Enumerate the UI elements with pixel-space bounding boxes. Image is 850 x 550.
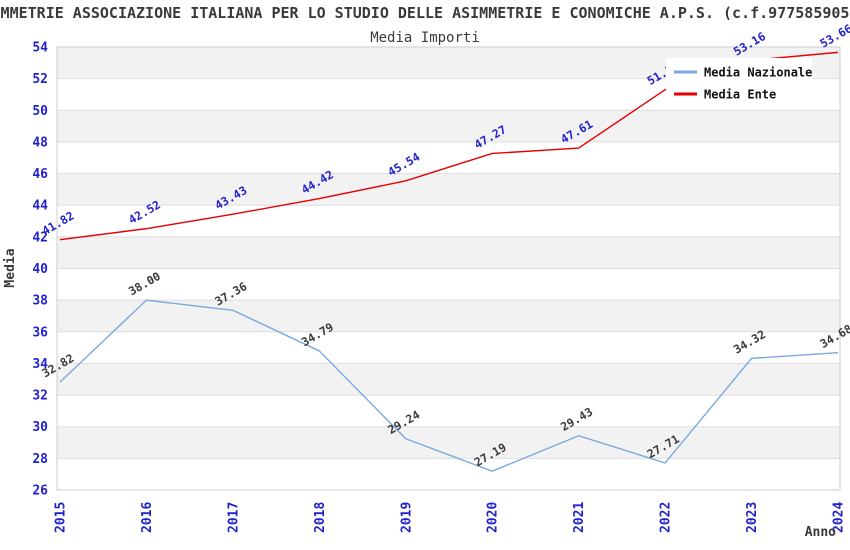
plot-band [57, 300, 840, 332]
plot-band [57, 173, 840, 206]
y-axis-title: Media [3, 248, 18, 287]
y-tick-label: 44 [32, 199, 48, 214]
chart-subtitle: Media Importi [0, 27, 850, 46]
y-tick-label: 28 [32, 452, 48, 467]
y-tick-label: 32 [32, 389, 48, 404]
y-tick-label: 26 [32, 484, 48, 499]
legend-box [666, 58, 812, 104]
chart-subtitle-text: Media Importi [370, 30, 480, 46]
x-tick-label: 2018 [313, 502, 328, 533]
chart-title: MMETRIE ASSOCIAZIONE ITALIANA PER LO STU… [0, 4, 850, 22]
y-tick-label: 38 [32, 294, 48, 309]
x-tick-label: 2024 [832, 502, 847, 533]
y-tick-label: 48 [32, 135, 48, 150]
x-axis-title: Anno [805, 525, 836, 540]
y-tick-label: 36 [32, 325, 48, 340]
x-tick-label: 2017 [226, 502, 241, 533]
plot-band [57, 363, 840, 396]
point-label-media-nazionale: 38.00 [126, 269, 163, 298]
legend-label: Media Ente [704, 88, 776, 102]
y-tick-label: 42 [32, 230, 48, 245]
plot-band [57, 236, 840, 269]
legend-label: Media Nazionale [704, 66, 812, 80]
y-tick-label: 40 [32, 262, 48, 277]
series-line-media-nazionale [59, 299, 839, 472]
x-tick-label: 2019 [399, 502, 414, 533]
x-tick-label: 2015 [54, 502, 69, 533]
plot-band [57, 110, 840, 142]
y-tick-label: 54 [32, 41, 48, 56]
x-tick-label: 2022 [659, 502, 674, 533]
plot-border [56, 46, 841, 491]
y-tick-label: 34 [32, 357, 48, 372]
y-tick-label: 46 [32, 167, 48, 182]
x-tick-label: 2021 [572, 502, 587, 533]
chart-title-text: MMETRIE ASSOCIAZIONE ITALIANA PER LO STU… [0, 4, 850, 22]
y-tick-label: 52 [32, 72, 48, 87]
plot-band [57, 426, 840, 459]
x-tick-label: 2020 [486, 502, 501, 533]
y-tick-label: 50 [32, 104, 48, 119]
x-tick-label: 2023 [745, 502, 760, 533]
y-tick-label: 30 [32, 420, 48, 435]
x-tick-label: 2016 [140, 502, 155, 533]
